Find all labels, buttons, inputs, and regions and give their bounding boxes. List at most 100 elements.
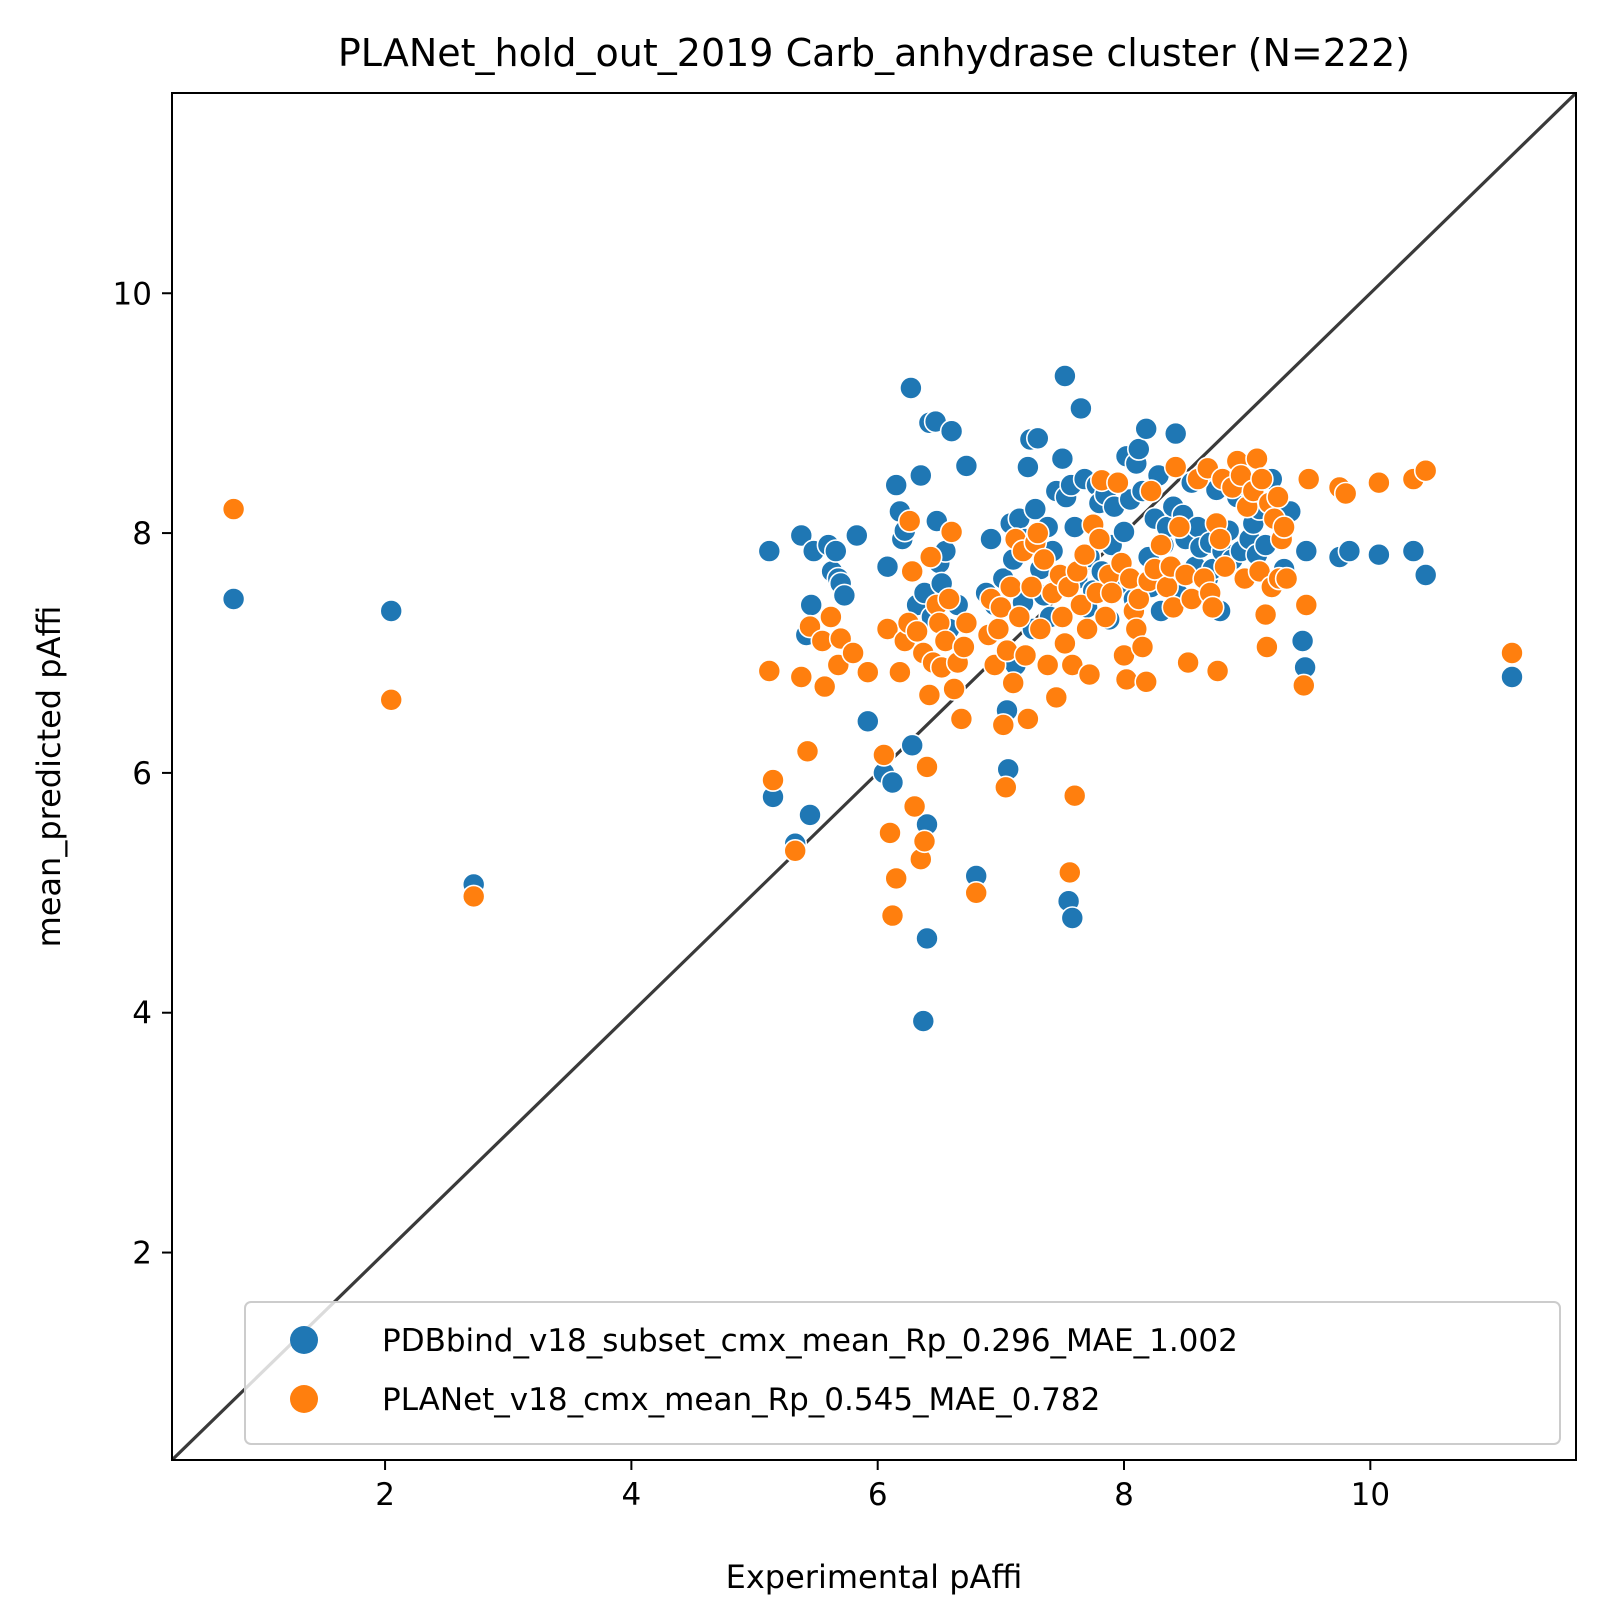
series-2-point xyxy=(761,768,785,792)
series-2-point xyxy=(1367,470,1391,495)
series-2-point xyxy=(1044,685,1069,710)
y-tick-label: 4 xyxy=(132,996,152,1032)
series-2-point xyxy=(812,674,837,699)
series-2-point xyxy=(1026,521,1050,545)
series-1-point xyxy=(900,733,925,758)
series-1-point xyxy=(1337,539,1362,563)
legend-entry-2: PLANet_v18_cmx_mean_Rp_0.545_MAE_0.782 xyxy=(382,1382,1100,1418)
series-1-point xyxy=(1050,446,1075,471)
series-1-point xyxy=(939,419,964,444)
series-2-point xyxy=(1296,467,1321,491)
series-2-point xyxy=(1333,481,1358,506)
series-2-point xyxy=(905,619,929,644)
series-1-point xyxy=(1053,364,1077,388)
series-2-point xyxy=(1255,635,1279,659)
series-2-point xyxy=(1167,515,1192,539)
series-2-point xyxy=(461,884,486,909)
x-tick-label: 6 xyxy=(868,1477,888,1513)
series-2-point xyxy=(1001,671,1026,695)
x-tick-label: 2 xyxy=(375,1477,395,1513)
series-2-point xyxy=(878,821,902,845)
series-1-point xyxy=(1069,396,1093,421)
y-tick-label: 10 xyxy=(113,276,152,312)
series-2-point xyxy=(1253,602,1278,627)
series-2-point xyxy=(1134,669,1158,694)
series-2-point xyxy=(1245,446,1269,471)
series-2-point xyxy=(1077,662,1102,687)
series-1-point xyxy=(875,554,900,579)
legend: PDBbind_v18_subset_cmx_mean_Rp_0.296_MAE… xyxy=(244,1301,1561,1445)
legend-marker-1 xyxy=(290,1326,318,1354)
series-1-point xyxy=(1294,539,1319,563)
series-2-point xyxy=(897,509,922,533)
series-2-point xyxy=(1019,575,1044,599)
series-2-point xyxy=(1058,860,1082,885)
y-tick-label: 6 xyxy=(132,756,152,792)
series-1-point xyxy=(1026,426,1050,451)
series-2-point xyxy=(1213,554,1237,579)
series-2-points xyxy=(221,446,1524,928)
series-1-point xyxy=(379,599,404,623)
series-2-point xyxy=(964,880,989,905)
x-tick-label: 10 xyxy=(1351,1477,1390,1513)
series-2-point xyxy=(872,743,896,767)
series-2-point xyxy=(902,794,927,819)
series-2-point xyxy=(757,659,782,683)
series-2-point xyxy=(379,687,404,712)
series-1-point xyxy=(954,454,979,478)
series-1-point xyxy=(823,539,848,563)
series-1-point xyxy=(221,587,246,611)
series-2-point xyxy=(993,775,1018,800)
series-1-point xyxy=(1367,542,1391,567)
series-2-point xyxy=(1114,667,1139,692)
y-axis-label: mean_predicted pAffi xyxy=(30,606,68,948)
series-2-point xyxy=(1292,673,1316,698)
series-2-point xyxy=(1413,458,1438,483)
series-2-point xyxy=(1072,542,1097,567)
series-2-point xyxy=(1106,470,1130,495)
series-2-point xyxy=(1093,605,1118,629)
series-1-point xyxy=(844,523,869,548)
series-2-point xyxy=(1274,566,1299,591)
series-2-point xyxy=(795,739,820,764)
legend-box xyxy=(244,1301,1561,1445)
series-2-point xyxy=(855,660,880,685)
series-2-point xyxy=(783,838,808,863)
series-2-point xyxy=(917,683,942,707)
series-2-point xyxy=(1205,659,1230,683)
series-2-point xyxy=(221,497,246,521)
legend-entry-1: PDBbind_v18_subset_cmx_mean_Rp_0.296_MAE… xyxy=(382,1323,1238,1359)
series-2-point xyxy=(991,713,1016,737)
series-2-point xyxy=(1208,527,1232,551)
series-1-point xyxy=(1290,629,1315,653)
y-tick-label: 8 xyxy=(132,516,152,552)
series-2-point xyxy=(880,903,905,928)
series-2-point xyxy=(1127,587,1151,611)
series-1-point xyxy=(789,523,814,548)
series-1-point xyxy=(832,583,857,608)
chart-title: PLANet_hold_out_2019 Carb_anhydrase clus… xyxy=(338,31,1410,75)
series-1-point xyxy=(1112,520,1136,544)
series-2-point xyxy=(912,829,937,854)
series-2-point xyxy=(1069,593,1093,617)
series-2-point xyxy=(819,605,843,629)
series-2-point xyxy=(1139,479,1163,503)
series-2-point xyxy=(1013,643,1038,668)
legend-marker-2 xyxy=(290,1385,318,1413)
series-1-point xyxy=(1016,455,1040,479)
series-1-point xyxy=(979,527,1003,551)
series-2-point xyxy=(954,611,979,635)
series-2-point xyxy=(1035,653,1060,677)
series-2-point xyxy=(1500,641,1524,665)
series-2-point xyxy=(1130,635,1155,659)
series-1-point xyxy=(1413,563,1438,587)
series-2-point xyxy=(939,520,964,544)
series-2-point xyxy=(900,559,925,584)
series-2-point xyxy=(888,660,912,685)
x-tick-label: 4 xyxy=(622,1477,642,1513)
series-2-point xyxy=(949,707,974,731)
series-1-point xyxy=(1023,497,1048,521)
series-2-point xyxy=(841,641,865,665)
y-tick-label: 2 xyxy=(132,1236,152,1272)
